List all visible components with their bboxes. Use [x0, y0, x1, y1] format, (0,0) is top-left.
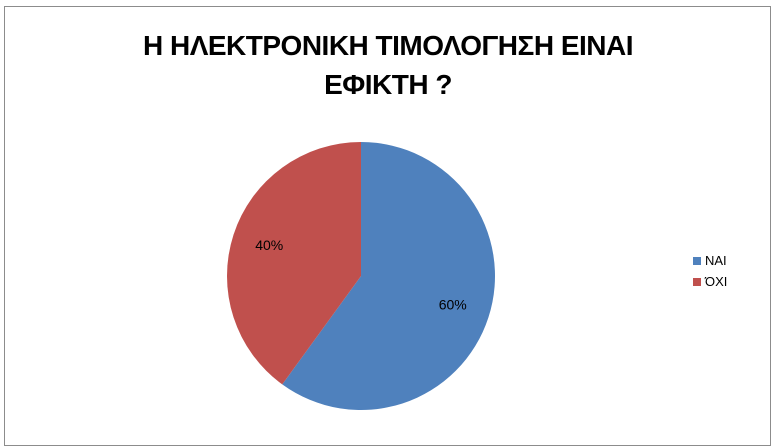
- data-label-nai: 60%: [439, 297, 467, 313]
- chart-title-line-1: Η ΗΛΕΚΤΡΟΝΙΚΗ ΤΙΜΟΛΟΓΗΣΗ ΕΙΝΑΙ: [142, 30, 634, 61]
- pie-slice-nai: [282, 142, 496, 410]
- legend-item-nai: ΝΑΙ: [693, 250, 727, 271]
- pie-chart: 60% 40%: [227, 142, 496, 410]
- data-label-ochi: 40%: [255, 237, 283, 253]
- legend-swatch-ochi: [693, 277, 701, 286]
- legend-label-nai: ΝΑΙ: [705, 253, 727, 268]
- legend-label-ochi: ΌΧΙ: [705, 274, 728, 289]
- legend-swatch-nai: [693, 256, 701, 265]
- legend: ΝΑΙ ΌΧΙ: [693, 250, 727, 292]
- chart-title: Η ΗΛΕΚΤΡΟΝΙΚΗ ΤΙΜΟΛΟΓΗΣΗ ΕΙΝΑΙ ΕΦΙΚΤΗ ?: [0, 26, 776, 104]
- pie-slice-ochi: [227, 142, 361, 385]
- legend-item-ochi: ΌΧΙ: [693, 271, 727, 292]
- chart-title-line-2: ΕΦΙΚΤΗ ?: [324, 69, 452, 100]
